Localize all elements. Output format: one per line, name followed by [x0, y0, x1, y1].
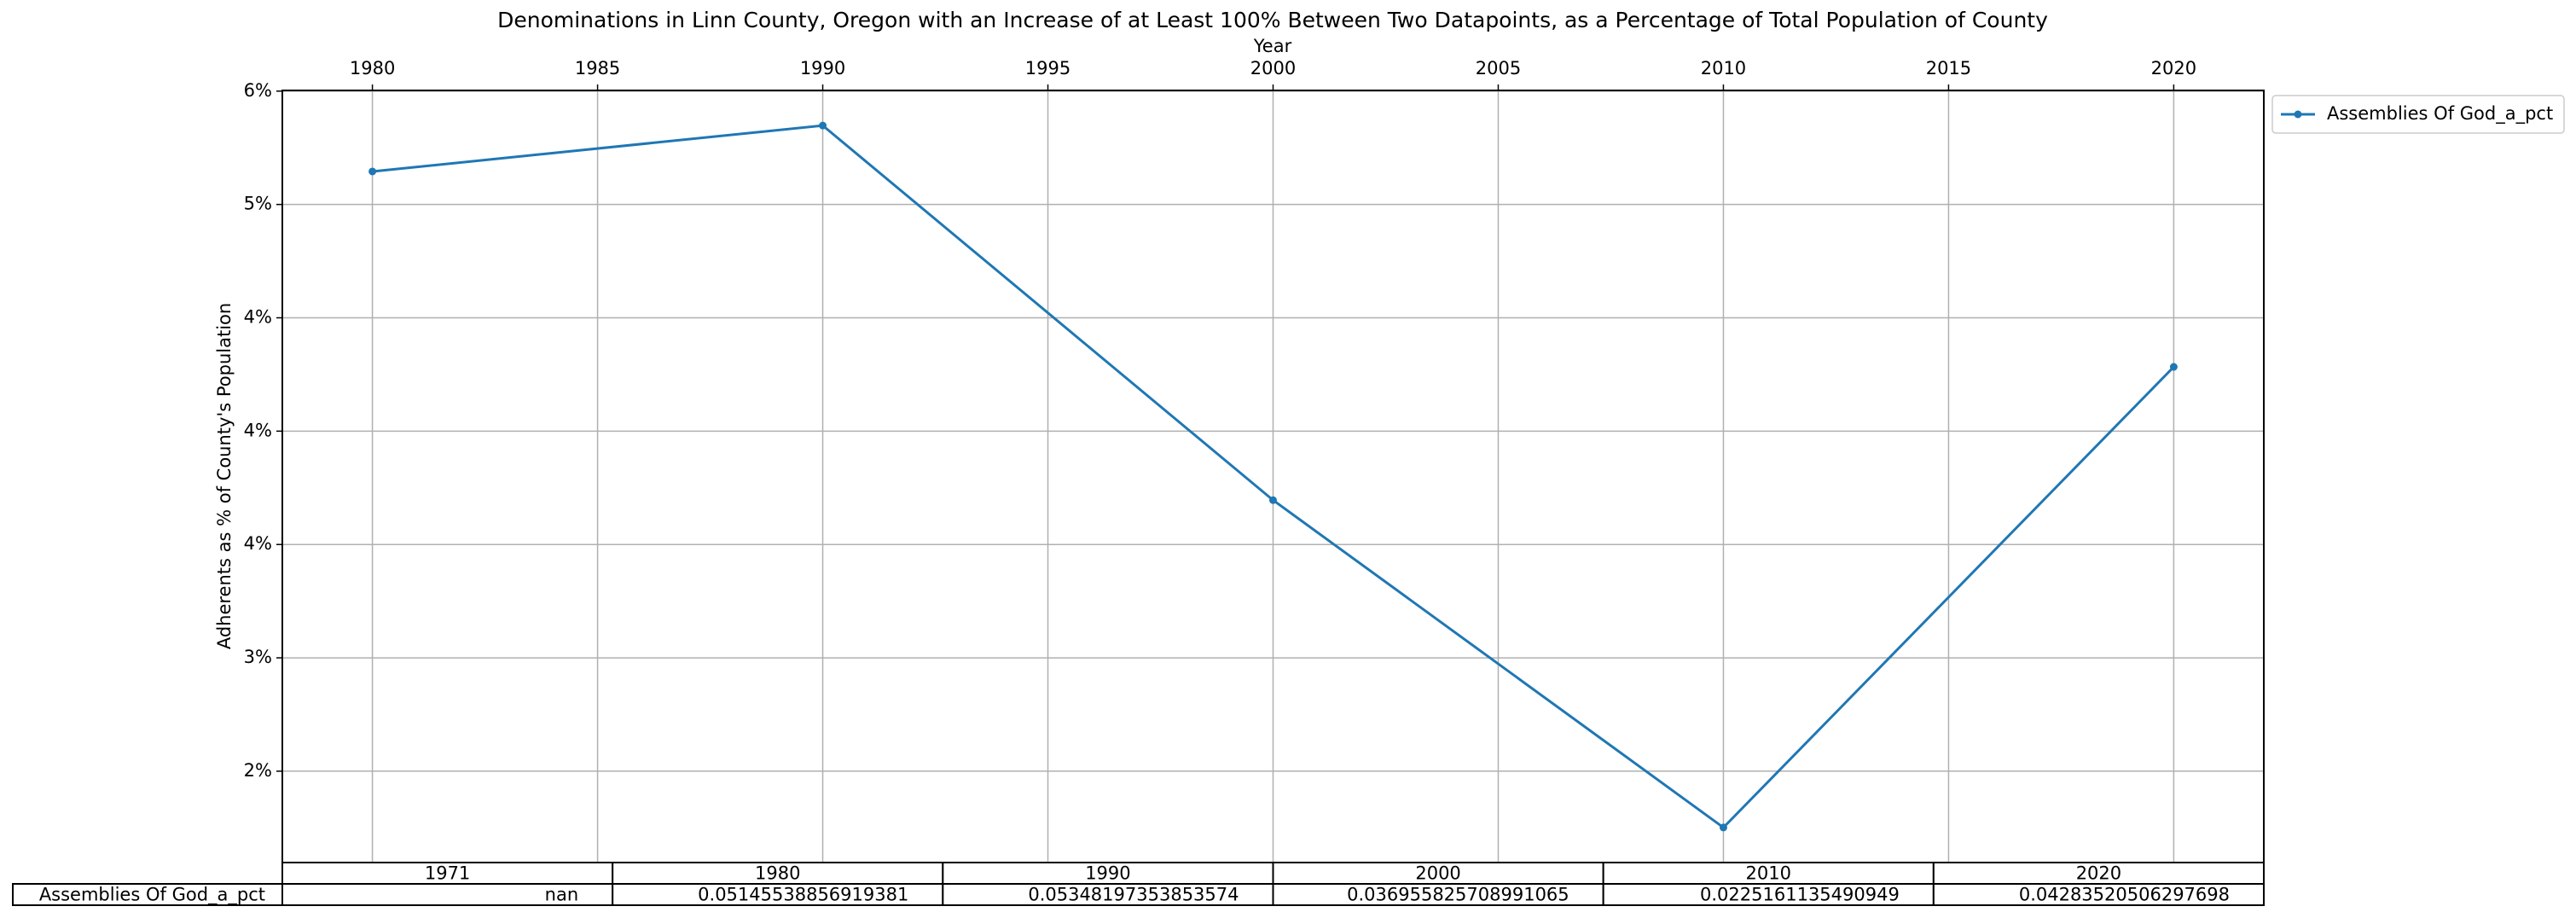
y-tick-label: 2% [244, 760, 272, 781]
table-cell [281, 883, 614, 906]
table-cell [1932, 883, 2265, 906]
table-header-cell [281, 862, 614, 885]
data-point [1719, 823, 1727, 832]
x-tick-label: 2020 [2151, 58, 2196, 78]
table-header-cell [1932, 862, 2265, 885]
x-tick-label: 2015 [1926, 58, 1971, 78]
table-cell-text: 0.05145538856919381 [698, 885, 908, 905]
table-cell-text: 0.0225161135490949 [1700, 885, 1900, 905]
data-point [368, 167, 377, 176]
table-header: 2020 [2076, 863, 2121, 884]
data-point [1269, 496, 1277, 504]
y-tick-label: 4% [244, 307, 272, 328]
table-cell-text: 0.04283520506297698 [2019, 885, 2230, 905]
legend-label: Assemblies Of God_a_pct [2327, 103, 2553, 125]
x-tick-label: 2005 [1476, 58, 1521, 78]
table-header: 1990 [1085, 863, 1130, 884]
y-tick-label: 4% [244, 420, 272, 440]
x-tick-label: 1990 [800, 58, 845, 78]
legend-marker [2294, 110, 2302, 119]
table-row-label: Assemblies Of God_a_pct [39, 885, 265, 906]
y-tick-label: 4% [244, 533, 272, 554]
table-header: 1980 [755, 863, 800, 884]
table-header: 1971 [425, 863, 470, 884]
y-tick-label: 5% [244, 194, 272, 214]
table-cell [1602, 883, 1935, 906]
table-cell-text: 0.05348197353853574 [1028, 885, 1239, 905]
legend-box [2271, 95, 2565, 134]
x-tick-label: 1985 [575, 58, 620, 78]
table-header-cell [1272, 862, 1604, 885]
x-tick-label: 2000 [1250, 58, 1296, 78]
chart-title: Denominations in Linn County, Oregon wit… [497, 8, 2048, 32]
table-row-label-cell [12, 883, 283, 906]
table-cell [942, 883, 1274, 906]
table-cell-text: nan [545, 885, 579, 905]
table-cell-text: 0.036955825708991065 [1347, 885, 1569, 905]
table-header: 2010 [1746, 863, 1791, 884]
x-tick-label: 1980 [350, 58, 395, 78]
x-tick-label: 1995 [1025, 58, 1070, 78]
y-tick-label: 6% [244, 80, 272, 101]
table-cell [612, 883, 944, 906]
y-tick-label: 3% [244, 647, 272, 667]
x-tick-label: 2010 [1701, 58, 1746, 78]
data-point [2169, 363, 2178, 371]
data-point [819, 121, 827, 130]
y-axis-label: Adherents as % of County's Population [214, 303, 235, 649]
table-cell [1272, 883, 1604, 906]
table-header: 2000 [1415, 863, 1460, 884]
x-axis-label: Year [1253, 36, 1292, 56]
